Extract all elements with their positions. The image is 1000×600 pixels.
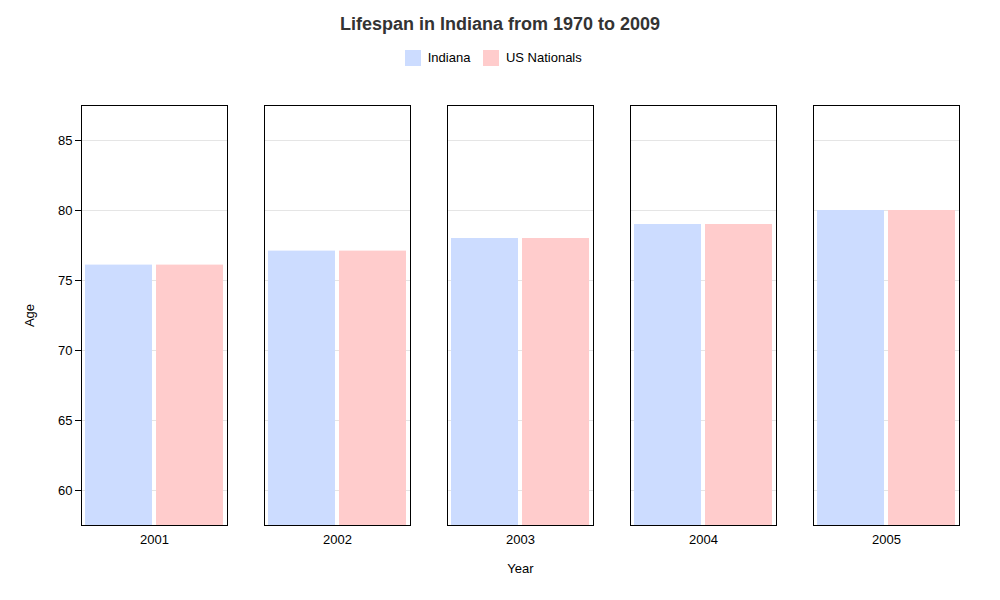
svg-text:Year: Year <box>507 560 534 575</box>
svg-text:85: 85 <box>58 132 72 147</box>
html-text:Indiana: Indiana <box>427 50 471 65</box>
svg-text:70: 70 <box>58 342 72 357</box>
svg-text:2003: 2003 <box>506 531 535 546</box>
html-text:Lifespan in Indiana from 1970: Lifespan in Indiana from 1970 to 2009 <box>339 14 660 34</box>
svg-text:75: 75 <box>58 272 72 287</box>
svg-text:2004: 2004 <box>689 531 718 546</box>
svg-text:Age: Age <box>22 303 37 326</box>
svg-text:60: 60 <box>58 482 72 497</box>
svg-text:65: 65 <box>58 412 72 427</box>
svg-text:2002: 2002 <box>323 531 352 546</box>
svg-text:2001: 2001 <box>140 531 169 546</box>
svg-text:80: 80 <box>58 202 72 217</box>
html-text:US Nationals: US Nationals <box>505 50 582 65</box>
svg-text:2005: 2005 <box>872 531 901 546</box>
